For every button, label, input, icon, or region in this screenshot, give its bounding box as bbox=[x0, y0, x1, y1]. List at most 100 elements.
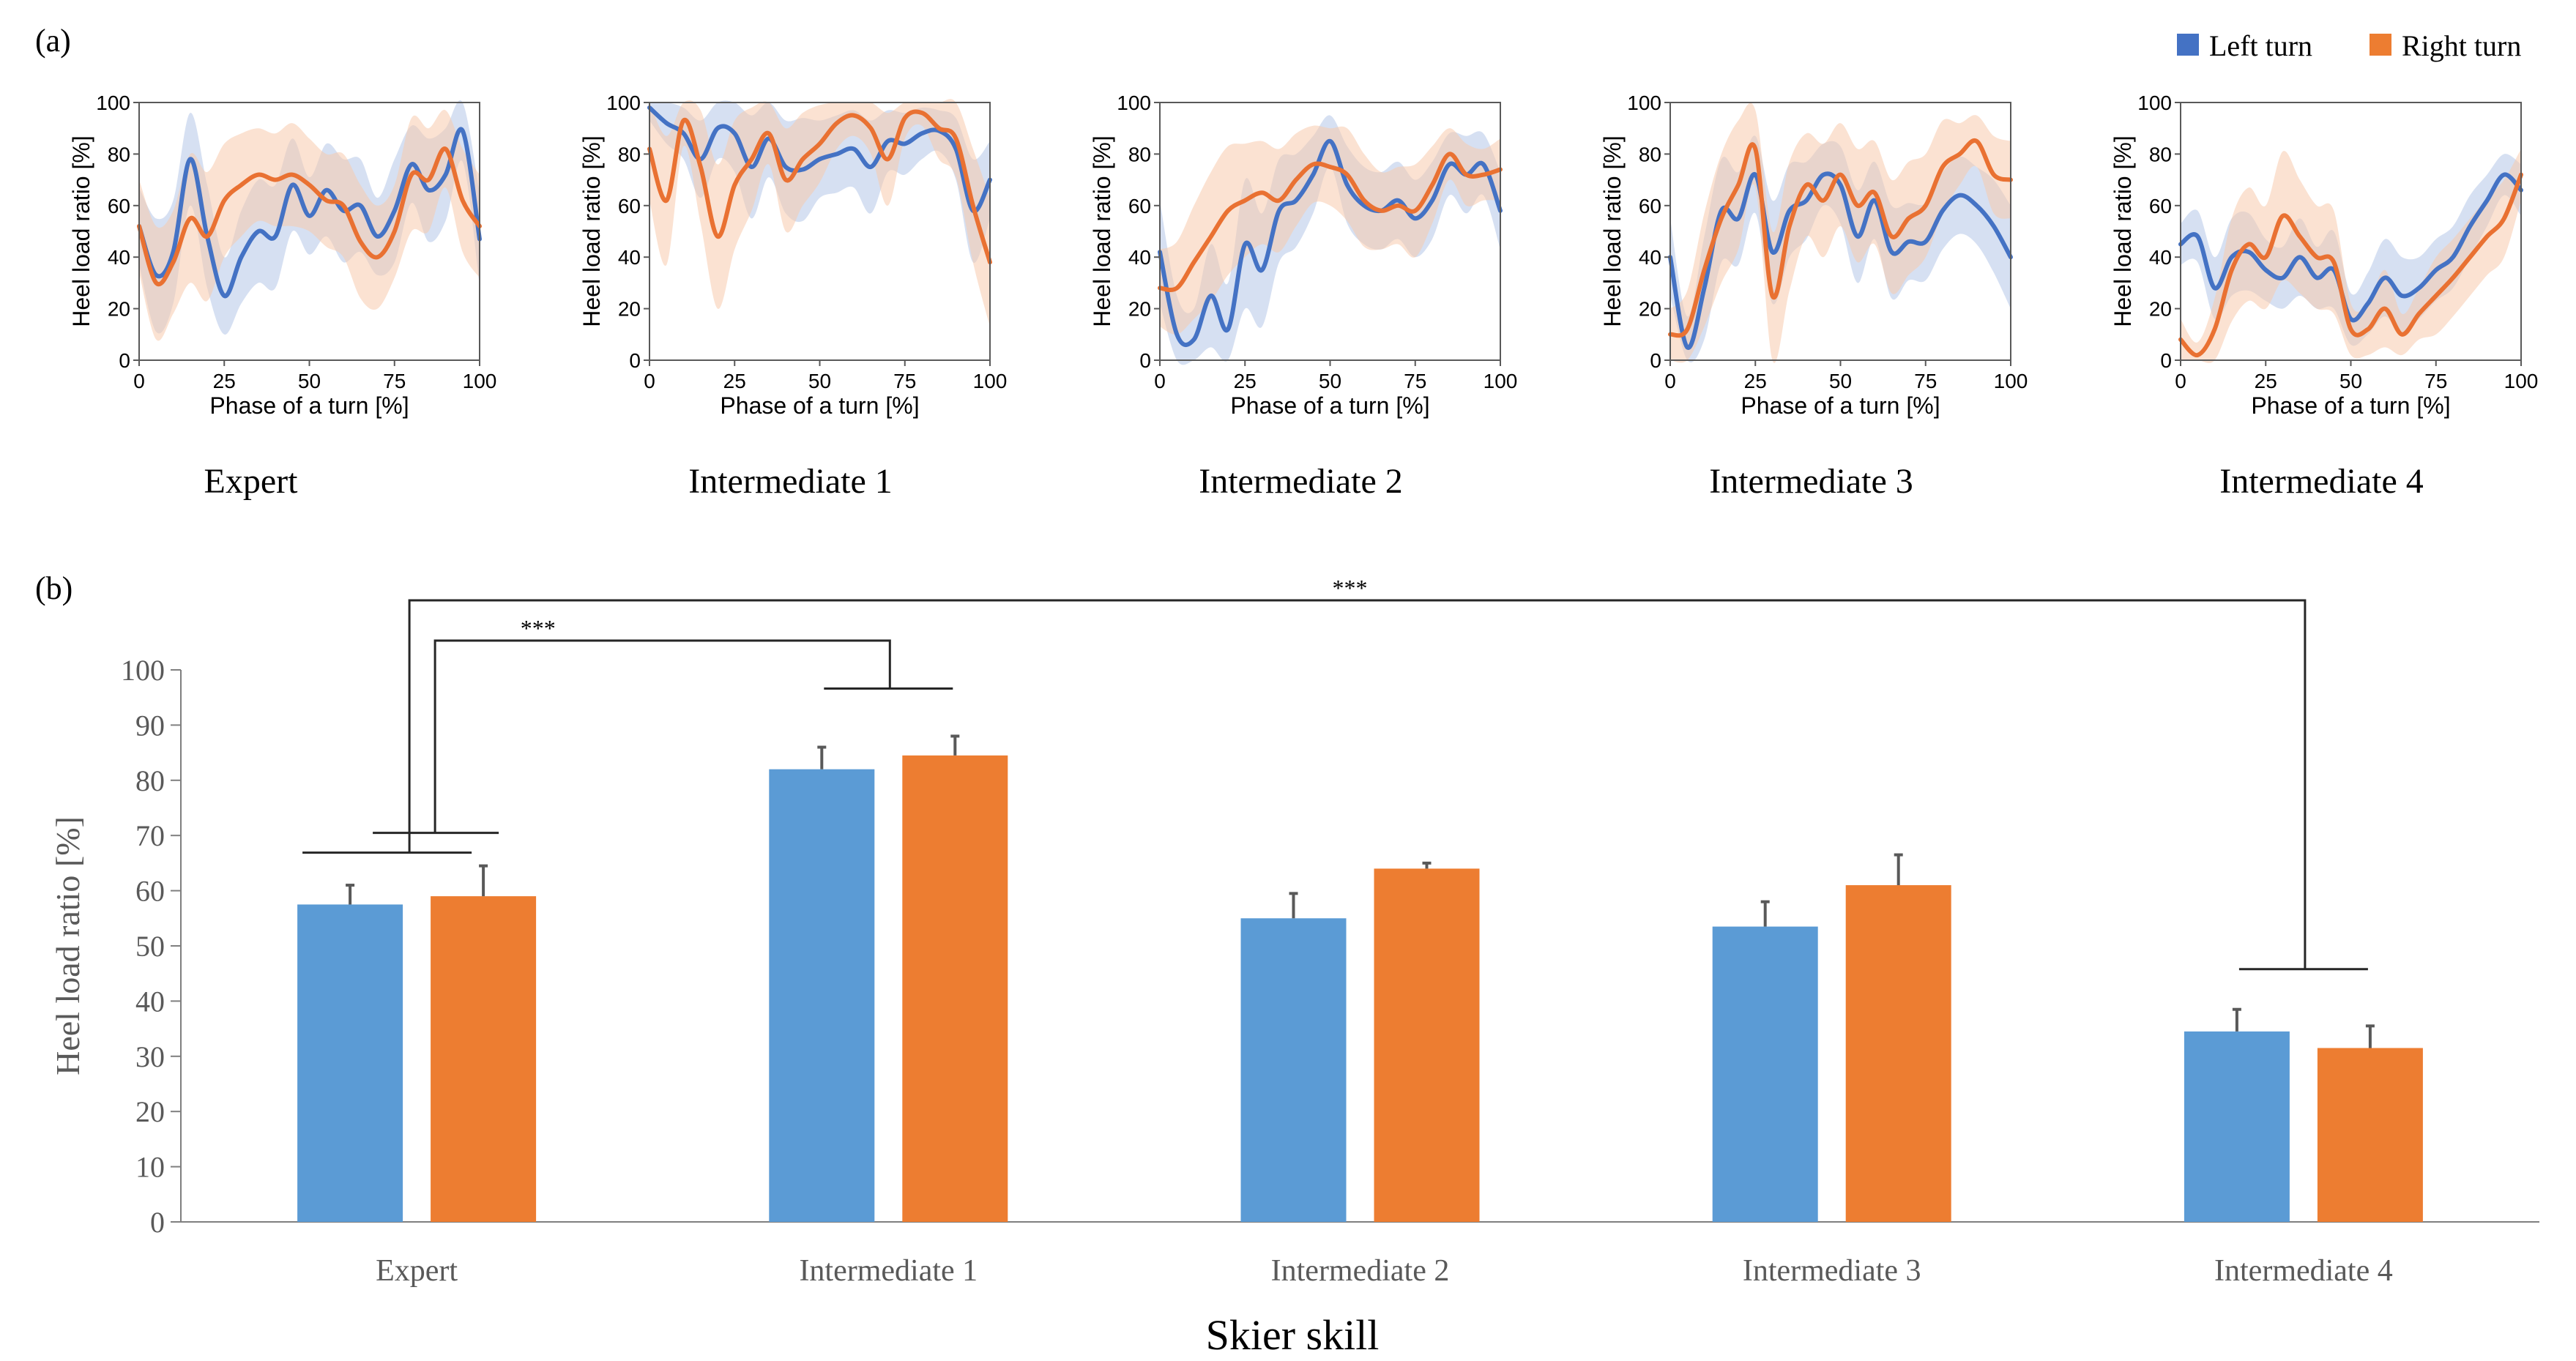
y-tick-label: 80 bbox=[108, 143, 130, 165]
category-label-intermediate-4: Intermediate 4 bbox=[2214, 1254, 2393, 1288]
category-label-intermediate-2: Intermediate 2 bbox=[1271, 1254, 1450, 1288]
series-line-right-turn bbox=[137, 146, 482, 287]
y-tick-label: 0 bbox=[2160, 349, 2172, 372]
x-tick-label: 50 bbox=[298, 370, 321, 392]
y-tick-label: 0 bbox=[1139, 349, 1151, 372]
series-line-left-turn bbox=[647, 105, 992, 214]
y-tick-label: 100 bbox=[606, 92, 641, 114]
y-tick-label: 60 bbox=[1128, 195, 1151, 217]
bar-group-intermediate-1: Intermediate 1 bbox=[769, 734, 1008, 1288]
significance-stars: *** bbox=[521, 615, 556, 641]
series-line-right-turn bbox=[647, 109, 992, 265]
bar-group-intermediate-2: Intermediate 2 bbox=[1240, 861, 1480, 1288]
y-tick-label: 0 bbox=[1650, 349, 1661, 372]
bar-left-turn-intermediate-1 bbox=[769, 769, 875, 1222]
category-label-intermediate-3: Intermediate 3 bbox=[1743, 1254, 1921, 1288]
x-axis-label: Phase of a turn [%] bbox=[1741, 392, 1940, 419]
x-tick-label: 50 bbox=[808, 370, 831, 392]
x-tick-label: 100 bbox=[1484, 370, 1518, 392]
y-tick-label: 40 bbox=[1639, 246, 1661, 269]
y-tick-label: 60 bbox=[618, 195, 641, 217]
y-tick-label: 100 bbox=[96, 92, 130, 114]
x-axis-label: Skier skill bbox=[1206, 1311, 1380, 1359]
legend-swatch-left-turn bbox=[2177, 34, 2199, 56]
y-tick-label: 50 bbox=[135, 930, 165, 963]
bar-right-turn-intermediate-1 bbox=[902, 755, 1008, 1222]
y-tick-label: 40 bbox=[618, 246, 641, 269]
y-tick-label: 80 bbox=[135, 764, 165, 797]
bar-group-expert: Expert bbox=[297, 864, 537, 1288]
y-tick-label: 80 bbox=[1128, 143, 1151, 165]
bar-right-turn-intermediate-3 bbox=[1845, 885, 1951, 1222]
legend-label-left-turn: Left turn bbox=[2209, 29, 2312, 62]
bracket-line bbox=[408, 599, 2307, 969]
y-tick-label: 40 bbox=[2149, 246, 2172, 269]
x-tick-label: 75 bbox=[383, 370, 406, 392]
x-axis-label: Phase of a turn [%] bbox=[720, 392, 919, 419]
y-tick-label: 70 bbox=[135, 819, 165, 852]
panel-a-label: (a) bbox=[35, 23, 71, 59]
x-tick-label: 75 bbox=[1914, 370, 1937, 392]
y-tick-label: 80 bbox=[618, 143, 641, 165]
x-tick-label: 50 bbox=[2339, 370, 2362, 392]
line-chart-expert: 0 20 40 60 80 100 0 25 50 75 100 Phase of a turn [%… bbox=[68, 92, 496, 501]
x-tick-label: 100 bbox=[1994, 370, 2028, 392]
x-tick-label: 100 bbox=[2504, 370, 2539, 392]
x-tick-label: 0 bbox=[644, 370, 655, 392]
chart-title-intermediate-1: Intermediate 1 bbox=[688, 462, 893, 501]
bar-group-intermediate-4: Intermediate 4 bbox=[2184, 1007, 2423, 1288]
category-label-intermediate-1: Intermediate 1 bbox=[799, 1254, 978, 1288]
y-tick-label: 20 bbox=[2149, 298, 2172, 321]
y-tick-label: 60 bbox=[2149, 195, 2172, 217]
legend-swatch-right-turn bbox=[2370, 34, 2391, 56]
y-tick-label: 20 bbox=[1128, 298, 1151, 321]
y-tick-label: 40 bbox=[108, 246, 130, 269]
bar-right-turn-expert bbox=[431, 896, 537, 1222]
bar-left-turn-intermediate-2 bbox=[1240, 918, 1347, 1222]
panel-b-bar-chart: 0 10 20 30 40 50 60 70 80 90 100 Heel load ratio [%… bbox=[49, 575, 2539, 1359]
panel-b-label: (b) bbox=[35, 570, 72, 606]
x-axis-label: Phase of a turn [%] bbox=[1230, 392, 1429, 419]
y-tick-label: 20 bbox=[1639, 298, 1661, 321]
x-tick-label: 0 bbox=[1154, 370, 1166, 392]
chart-title-intermediate-2: Intermediate 2 bbox=[1199, 462, 1403, 501]
x-tick-label: 100 bbox=[463, 370, 497, 392]
sd-band-right-turn bbox=[2181, 149, 2521, 363]
series-line-left-turn bbox=[137, 127, 482, 299]
sd-band-left-turn bbox=[1160, 115, 1500, 365]
series-line-right-turn bbox=[2178, 172, 2523, 358]
y-tick-label: 100 bbox=[1117, 92, 1151, 114]
x-tick-label: 25 bbox=[213, 370, 236, 392]
y-axis-label: Heel load ratio [%] bbox=[49, 816, 86, 1075]
bar-left-turn-intermediate-4 bbox=[2184, 1031, 2290, 1222]
x-tick-label: 100 bbox=[973, 370, 1008, 392]
bar-group-intermediate-3: Intermediate 3 bbox=[1712, 853, 1951, 1288]
y-axis-label: Heel load ratio [%] bbox=[1599, 135, 1626, 327]
chart-title-intermediate-4: Intermediate 4 bbox=[2219, 462, 2424, 501]
bar-right-turn-intermediate-4 bbox=[2317, 1048, 2423, 1222]
bar-right-turn-intermediate-2 bbox=[1374, 868, 1480, 1222]
chart-title-intermediate-3: Intermediate 3 bbox=[1709, 462, 1913, 501]
y-tick-label: 100 bbox=[121, 654, 165, 687]
x-tick-label: 75 bbox=[1404, 370, 1426, 392]
series-line-right-turn bbox=[1158, 152, 1503, 292]
sd-band-left-turn bbox=[1670, 135, 2011, 363]
line-chart-intermediate-2: 0 20 40 60 80 100 0 25 50 75 100 Phase of a turn [%… bbox=[1089, 92, 1517, 501]
sd-band-right-turn bbox=[1160, 125, 1500, 335]
bar-left-turn-intermediate-3 bbox=[1712, 926, 1818, 1222]
y-tick-label: 20 bbox=[108, 298, 130, 321]
series-line-right-turn bbox=[1668, 138, 2013, 338]
sd-band-right-turn bbox=[139, 110, 480, 341]
significance-brackets: *** *** bbox=[302, 575, 2368, 971]
chart-title-expert: Expert bbox=[204, 462, 299, 501]
series-line-left-turn bbox=[2178, 172, 2523, 323]
y-tick-label: 60 bbox=[1639, 195, 1661, 217]
x-tick-label: 0 bbox=[1664, 370, 1676, 392]
legend: Left turn Right turn bbox=[2177, 29, 2521, 62]
y-axis-label: Heel load ratio [%] bbox=[578, 135, 605, 327]
significance-stars: *** bbox=[1333, 575, 1368, 601]
y-axis-label: Heel load ratio [%] bbox=[2110, 135, 2136, 327]
y-tick-label: 20 bbox=[618, 298, 641, 321]
line-chart-intermediate-3: 0 20 40 60 80 100 0 25 50 75 100 Phase of a turn [%… bbox=[1599, 92, 2028, 501]
